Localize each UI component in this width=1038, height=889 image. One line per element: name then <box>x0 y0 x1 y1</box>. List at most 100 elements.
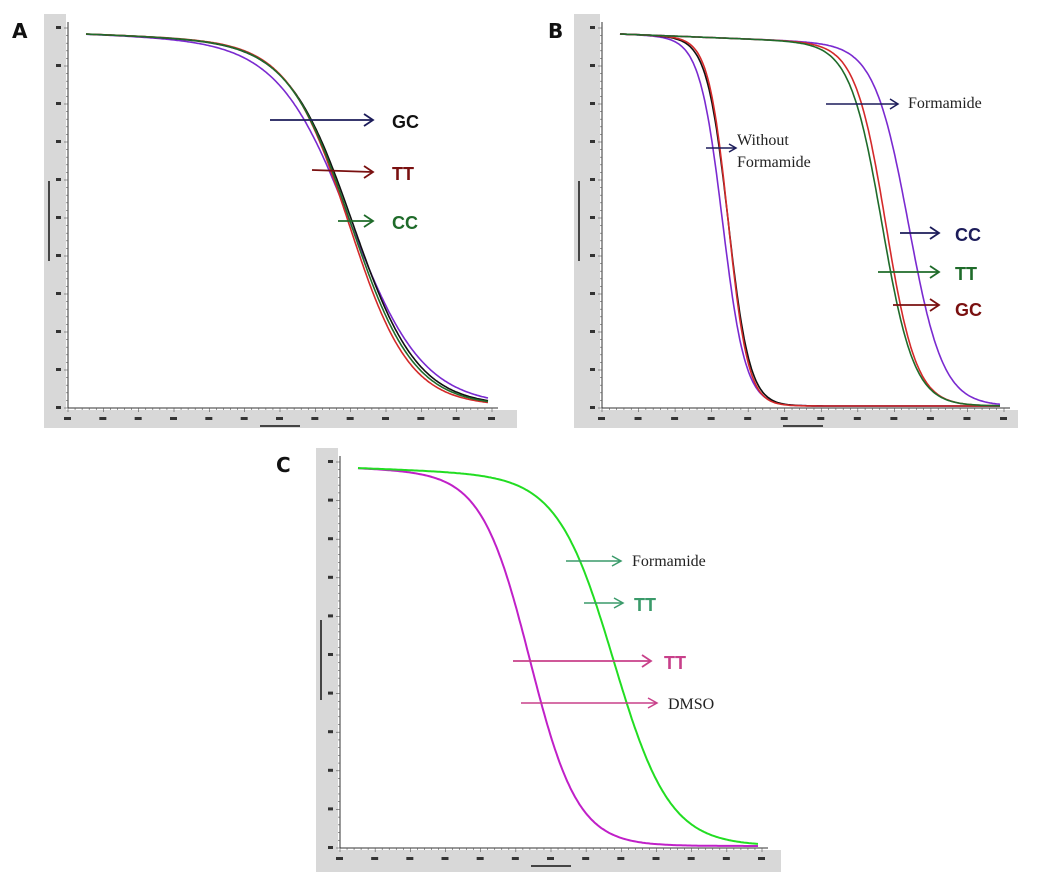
annotation-formamide-b: Formamide <box>826 95 982 112</box>
panel-c-x-tick-label <box>441 857 449 860</box>
annotation-gc-arrowhead <box>363 113 375 127</box>
panel-b: B Formamide Without Formamide CC TT GC <box>548 14 1018 428</box>
panel-c-series <box>357 467 759 847</box>
panel-a-y-tick-label <box>56 406 61 409</box>
panel-c-x-tick-label <box>652 857 660 860</box>
panel-b-series-line <box>619 33 1000 407</box>
panel-c-x-tick-label <box>758 857 765 860</box>
panel-b-x-tick-label <box>634 417 642 420</box>
panel-b-y-axis-band <box>574 14 600 428</box>
panel-a: A GC TT CC <box>12 14 517 428</box>
panel-b-x-tick-label <box>707 417 715 420</box>
annotation-tt-arrowhead <box>363 165 375 179</box>
annotation-formamide-c: Formamide <box>566 553 706 570</box>
panel-c-x-tick-label <box>617 857 625 860</box>
annotation-dmso-c-label: DMSO <box>668 696 714 713</box>
panel-b-y-tick-label <box>590 368 595 371</box>
annotation-tt-green-c-arrowhead <box>613 597 625 609</box>
panel-b-y-tick-label <box>590 254 595 257</box>
panel-a-x-tick-label <box>64 417 71 420</box>
panel-b-series-line <box>619 33 1000 407</box>
panel-c-x-tick-label <box>511 857 519 860</box>
annotation-tt-pink-c-label: TT <box>664 653 686 673</box>
panel-b-y-tick-label <box>590 64 595 67</box>
annotation-cc-b: CC <box>900 225 981 245</box>
annotation-tt: TT <box>311 164 414 184</box>
panel-a-x-tick-label <box>240 417 248 420</box>
panel-b-x-tick-label <box>963 417 971 420</box>
panel-a-y-tick-label <box>56 254 61 257</box>
annotation-formamide-c-label: Formamide <box>632 553 706 570</box>
panel-b-y-tick-label <box>590 26 595 29</box>
panel-b-x-axis-band <box>574 410 1018 428</box>
panel-c-y-tick-label <box>328 691 333 695</box>
panel-c: C Formamide TT TT DMSO <box>276 448 781 872</box>
panel-c-y-tick-label <box>328 730 333 734</box>
panel-a-y-axis-band <box>44 14 66 428</box>
panel-c-x-tick-label <box>722 857 730 860</box>
panel-a-y-tick-label <box>56 292 61 295</box>
annotation-gc-b-label: GC <box>955 300 982 320</box>
panel-c-x-tick-label <box>336 857 343 860</box>
panel-a-x-axis-title <box>260 425 300 427</box>
panel-a-x-tick-label <box>452 417 460 420</box>
panel-a-x-tick-label <box>276 417 283 420</box>
panel-a-x-tick-label <box>417 417 425 420</box>
panel-b-x-tick-label <box>598 417 605 420</box>
panel-a-series-line <box>86 33 489 403</box>
panel-c-axes <box>316 448 781 872</box>
panel-a-x-tick-label <box>382 417 389 420</box>
panel-b-y-axis-title <box>578 181 580 261</box>
annotation-tt-b-arrowhead <box>929 265 941 279</box>
annotation-without-arrowhead <box>728 143 738 153</box>
annotation-tt-green-c: TT <box>584 595 656 615</box>
annotation-dmso-c-arrowhead <box>647 697 659 709</box>
annotation-tt-arrow-line <box>311 169 373 173</box>
panel-a-axes <box>44 14 517 428</box>
panel-b-y-tick-label <box>590 178 595 181</box>
annotation-tt-pink-c-arrowhead <box>641 654 653 668</box>
panel-b-y-tick-label <box>590 102 595 105</box>
panel-b-y-tick-label <box>590 330 595 333</box>
panel-c-y-axis-title <box>320 620 322 700</box>
panel-a-x-tick-label <box>170 417 177 420</box>
panel-a-letter: A <box>12 19 28 43</box>
panel-b-series-line <box>619 33 1001 406</box>
annotation-formamide-c-arrowhead <box>611 555 623 567</box>
panel-a-y-tick-label <box>56 368 61 371</box>
annotation-gc-b: GC <box>893 298 982 320</box>
panel-a-series <box>85 33 489 404</box>
panel-c-x-axis-band <box>316 850 781 872</box>
panel-c-x-tick-label <box>476 857 484 860</box>
annotation-formamide-b-arrowhead <box>889 98 900 110</box>
panel-a-y-tick-label <box>56 26 61 29</box>
panel-a-x-tick-label <box>134 417 142 420</box>
panel-b-x-tick-label <box>1000 417 1007 420</box>
panel-c-y-tick-label <box>328 537 333 541</box>
panel-c-x-axis-title <box>531 865 571 867</box>
panel-a-y-axis-title <box>48 181 50 261</box>
annotation-without-label-line1: Without <box>737 132 789 149</box>
panel-c-y-tick-label <box>328 460 333 463</box>
panel-c-letter: C <box>276 453 291 477</box>
annotation-without-label-line2: Formamide <box>737 154 811 171</box>
panel-c-y-tick-label <box>328 768 333 772</box>
annotation-without-formamide: Without Formamide <box>706 132 811 171</box>
panel-b-y-tick-label <box>590 406 595 409</box>
annotation-gc-b-arrowhead <box>929 298 941 312</box>
panel-b-x-tick-label <box>671 417 679 420</box>
panel-a-series-line <box>86 33 489 404</box>
annotation-cc: CC <box>338 213 418 233</box>
annotation-cc-b-arrowhead <box>929 226 941 240</box>
annotation-gc: GC <box>270 112 419 132</box>
annotation-cc-b-label: CC <box>955 225 981 245</box>
panel-a-y-tick-label <box>56 102 61 105</box>
panel-b-x-tick-label <box>780 417 788 420</box>
panel-b-series-line <box>619 33 1000 407</box>
annotation-tt-pink-c: TT <box>513 653 686 673</box>
panel-b-x-tick-label <box>890 417 898 420</box>
panel-a-x-tick-label <box>346 417 354 420</box>
panel-b-y-tick-label <box>590 292 595 295</box>
panel-c-x-tick-label <box>371 857 379 860</box>
